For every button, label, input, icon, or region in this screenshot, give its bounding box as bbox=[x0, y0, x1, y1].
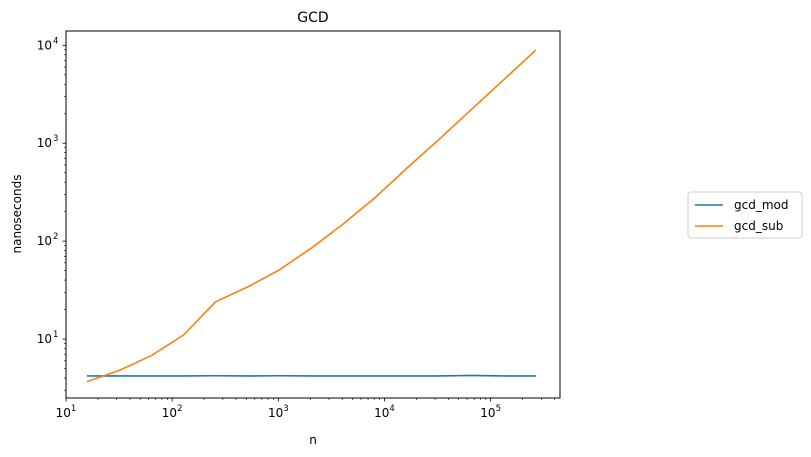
chart-title: GCD bbox=[297, 10, 328, 26]
y-tick-label: 10 bbox=[37, 234, 52, 248]
series-line-gcd-sub bbox=[86, 49, 537, 383]
plot-frame bbox=[65, 30, 561, 399]
plot-series bbox=[86, 49, 537, 383]
y-axis-title: nanoseconds bbox=[10, 175, 24, 254]
x-axis-title: n bbox=[309, 433, 317, 447]
x-tick-label: 101 bbox=[56, 404, 77, 420]
y-tick-label: 10 bbox=[37, 332, 52, 346]
x-tick-label: 105 bbox=[480, 404, 501, 420]
y-tick-label: 10 bbox=[37, 38, 52, 52]
y-tick-exponent: 3 bbox=[53, 134, 58, 144]
series-line-gcd-mod bbox=[86, 374, 536, 377]
y-tick-exponent: 2 bbox=[53, 232, 58, 242]
y-tick-exponent: 1 bbox=[53, 330, 58, 340]
x-tick-label: 102 bbox=[162, 404, 183, 420]
x-axis: 101 102 103 104 105 bbox=[56, 398, 555, 420]
legend-label-gcd-sub: gcd_sub bbox=[734, 219, 783, 233]
y-tick-label: 10 bbox=[37, 136, 52, 150]
y-tick-exponent: 4 bbox=[53, 36, 58, 46]
legend-label-gcd-mod: gcd_mod bbox=[734, 198, 788, 212]
x-tick-label: 103 bbox=[268, 404, 289, 420]
legend: gcd_mod gcd_sub bbox=[687, 191, 803, 239]
x-tick-label: 104 bbox=[374, 404, 395, 420]
